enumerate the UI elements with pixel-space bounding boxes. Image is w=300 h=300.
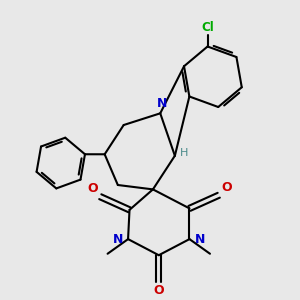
Text: Cl: Cl: [201, 21, 214, 34]
Text: H: H: [179, 148, 188, 158]
Text: O: O: [154, 284, 164, 298]
Text: N: N: [195, 232, 205, 246]
Text: N: N: [112, 232, 123, 246]
Text: O: O: [221, 181, 232, 194]
Text: O: O: [87, 182, 98, 195]
Text: N: N: [157, 97, 167, 110]
